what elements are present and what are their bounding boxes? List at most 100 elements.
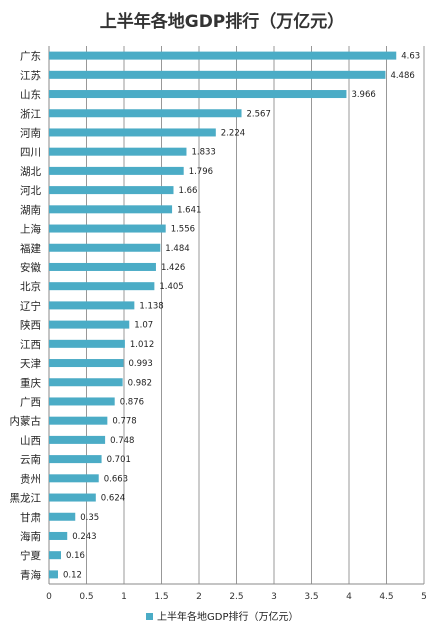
x-tick-label: 4 [346, 592, 352, 602]
bar [49, 493, 96, 502]
category-label: 江西 [20, 339, 41, 351]
bar [49, 455, 102, 464]
category-label: 重庆 [20, 376, 41, 389]
plot-area: 0 0.5 1 1.5 2 2.5 3 3.5 4 4.5 5 广东 4.63 江苏 4.486 山东 3.96… [10, 46, 427, 602]
value-label: 0.701 [107, 455, 131, 465]
category-label: 上海 [20, 223, 41, 236]
bar [49, 186, 174, 195]
value-label: 1.426 [161, 263, 185, 273]
category-label: 甘肃 [20, 511, 41, 524]
value-label: 0.876 [120, 397, 144, 407]
value-label: 0.243 [72, 532, 96, 542]
bar [49, 339, 125, 348]
bar [49, 512, 76, 521]
bar [49, 166, 184, 175]
bar [49, 416, 108, 425]
x-tick-label: 1.5 [154, 592, 168, 602]
bar [49, 109, 242, 118]
x-tick-label: 2 [196, 592, 202, 602]
bar [49, 378, 123, 387]
bar [49, 359, 124, 368]
bar [49, 435, 106, 444]
category-label: 河北 [20, 185, 41, 197]
category-label: 河南 [20, 126, 41, 139]
x-tick-label: 1 [121, 592, 127, 602]
value-label: 0.993 [128, 359, 152, 369]
category-label: 青海 [20, 568, 41, 581]
value-label: 3.966 [351, 90, 375, 100]
legend-label: 上半年各地GDP排行（万亿元） [157, 610, 298, 623]
category-label: 福建 [20, 242, 41, 255]
category-label: 浙江 [20, 108, 41, 120]
category-label: 江苏 [20, 69, 41, 82]
x-tick-label: 5 [421, 592, 427, 602]
bar [49, 51, 397, 60]
bar [49, 262, 156, 271]
value-label: 1.07 [134, 321, 153, 331]
category-label: 陕西 [20, 319, 41, 332]
bar [49, 301, 135, 310]
bar [49, 570, 58, 579]
bar [49, 224, 166, 233]
category-label: 安徽 [20, 261, 41, 274]
category-label: 广西 [20, 396, 41, 408]
bar [49, 147, 187, 156]
category-label: 广东 [20, 50, 41, 63]
category-label: 宁夏 [20, 549, 41, 562]
category-label: 辽宁 [20, 299, 41, 312]
value-label: 0.16 [66, 551, 85, 561]
value-label: 0.35 [80, 513, 99, 523]
category-label: 内蒙古 [10, 415, 42, 428]
bar [49, 551, 61, 560]
bar [49, 90, 347, 99]
x-tick-label: 2.5 [229, 592, 243, 602]
category-label: 山东 [20, 88, 41, 101]
value-label: 2.567 [247, 109, 271, 119]
value-label: 4.486 [390, 71, 414, 81]
category-label: 云南 [20, 453, 41, 466]
value-label: 1.012 [130, 340, 154, 350]
value-label: 0.624 [101, 494, 125, 504]
x-tick-label: 3 [271, 592, 277, 602]
category-label: 海南 [20, 530, 41, 543]
value-label: 0.663 [104, 474, 128, 484]
value-label: 0.778 [112, 417, 136, 427]
value-label: 0.12 [63, 570, 82, 580]
bar [49, 282, 155, 291]
bar [49, 474, 99, 483]
bar [49, 397, 115, 406]
value-label: 4.63 [401, 52, 420, 62]
bar [49, 128, 216, 137]
category-label: 湖北 [20, 166, 41, 178]
value-label: 1.796 [189, 167, 213, 177]
value-label: 1.556 [171, 225, 195, 235]
category-label: 贵州 [20, 472, 41, 485]
value-label: 1.405 [159, 282, 183, 292]
category-label: 北京 [20, 280, 41, 293]
value-label: 1.138 [139, 301, 163, 311]
category-label: 黑龙江 [10, 492, 42, 505]
value-label: 0.982 [128, 378, 152, 388]
chart-legend: 上半年各地GDP排行（万亿元） [146, 610, 298, 623]
x-tick-label: 3.5 [304, 592, 318, 602]
legend-swatch [146, 613, 153, 620]
category-label: 天津 [20, 358, 41, 370]
value-label: 1.641 [177, 205, 201, 215]
x-tick-label: 0 [46, 592, 52, 602]
chart-title: 上半年各地GDP排行（万亿元） [100, 11, 345, 32]
value-label: 2.224 [221, 128, 245, 138]
value-label: 0.748 [110, 436, 134, 446]
bar [49, 205, 173, 214]
bar [49, 70, 386, 79]
value-label: 1.66 [179, 186, 198, 196]
x-tick-label: 4.5 [379, 592, 393, 602]
category-label: 四川 [20, 147, 41, 159]
category-label: 湖南 [20, 203, 41, 216]
x-tick-label: 0.5 [79, 592, 93, 602]
bar [49, 243, 161, 252]
value-label: 1.484 [165, 244, 189, 254]
category-label: 山西 [20, 435, 41, 447]
bar [49, 531, 68, 540]
